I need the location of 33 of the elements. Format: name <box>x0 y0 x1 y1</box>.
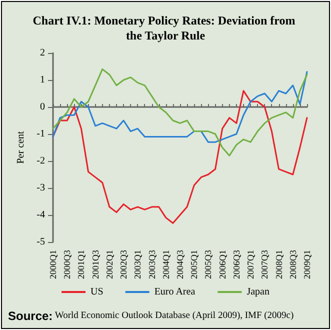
x-tick-label: 2004Q1 <box>160 250 171 279</box>
y-tick-label: -4 <box>36 210 45 220</box>
x-tick-label: 2007Q1 <box>246 250 256 279</box>
x-tick-label: 2004Q3 <box>175 250 185 279</box>
chart-title: Chart IV.1: Monetary Policy Rates: Deviation from the Taylor Rule <box>32 14 298 42</box>
x-tick-label: 2003Q3 <box>146 250 157 279</box>
x-tick-label: 2006Q3 <box>231 250 242 279</box>
y-tick-label: -2 <box>36 156 45 166</box>
legend-label: Euro Area <box>154 286 196 298</box>
x-tick-label: 2006Q1 <box>217 250 228 279</box>
x-tick-label: 2001Q3 <box>90 250 100 279</box>
x-tick-label: 2002Q1 <box>104 250 114 279</box>
x-tick-label: 2003Q1 <box>132 250 143 279</box>
x-tick-label: 2008Q1 <box>274 250 284 279</box>
x-tick-label: 2007Q3 <box>260 250 270 279</box>
x-tick-label: 2000Q3 <box>62 250 72 279</box>
y-tick-label: -5 <box>36 236 45 248</box>
y-tick-label: 1 <box>40 74 45 86</box>
legend-label: Japan <box>246 286 270 298</box>
x-tick-label: 2005Q1 <box>189 250 200 279</box>
x-tick-label: 2005Q3 <box>203 250 214 279</box>
y-axis-title: Per cent <box>15 131 26 164</box>
x-tick-label: 2008Q3 <box>288 250 298 279</box>
legend-label: US <box>90 286 104 298</box>
x-tick-label: 2002Q3 <box>118 250 129 279</box>
x-tick-label: 2001Q1 <box>76 250 86 279</box>
y-tick-label: -3 <box>36 182 45 194</box>
x-tick-label: 2000Q1 <box>48 250 58 279</box>
y-tick-label: -1 <box>36 128 45 140</box>
y-tick-label: 0 <box>40 102 45 112</box>
y-tick-label: 2 <box>40 48 45 58</box>
source-note: Source: World Economic Outlook Database (April 2009), IMF (2009c) <box>8 309 294 323</box>
x-tick-label: 2009Q1 <box>302 250 312 279</box>
